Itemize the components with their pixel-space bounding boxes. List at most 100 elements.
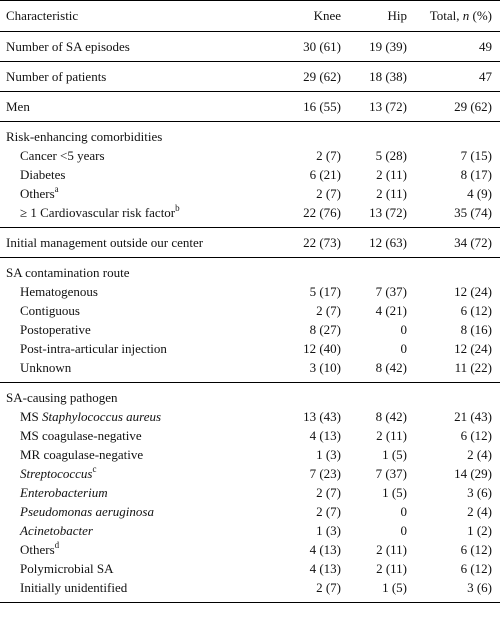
total-value: 49: [407, 31, 500, 62]
hip-value: 2 (11): [376, 428, 407, 443]
table-row: Initially unidentified 2 (7) 1 (5) 3 (6): [0, 578, 500, 603]
knee-value: 29 (62): [263, 61, 341, 92]
row-label: Initial management outside our center: [0, 227, 263, 258]
table-row: Othersd 4 (13) 2 (11) 6 (12): [0, 540, 500, 559]
row-label: Contiguous: [20, 303, 80, 318]
total-value: 11 (22): [454, 360, 492, 375]
section-title-row: Risk-enhancing comorbidities: [0, 121, 500, 146]
row-label: MS coagulase-negative: [20, 428, 142, 443]
row-label: Initially unidentified: [0, 578, 263, 603]
section-title: Risk-enhancing comorbidities: [0, 121, 500, 146]
characteristics-table: Characteristic Knee Hip Total, n (%) Num…: [0, 0, 500, 603]
hip-value: 12 (63): [341, 227, 407, 258]
hip-value: 1 (5): [341, 578, 407, 603]
knee-value: 1 (3): [316, 523, 341, 538]
row-label: ≥ 1 Cardiovascular risk factorb: [0, 203, 263, 228]
table-row: MS coagulase-negative 4 (13) 2 (11) 6 (1…: [0, 426, 500, 445]
section-title: SA-causing pathogen: [0, 382, 500, 407]
total-value: 8 (16): [460, 322, 492, 337]
table-row: ≥ 1 Cardiovascular risk factorb 22 (76) …: [0, 203, 500, 228]
hip-value: 8 (42): [375, 409, 407, 424]
row-label: Othersa: [0, 184, 263, 203]
knee-value: 7 (23): [309, 466, 341, 481]
hip-value: 7 (37): [375, 466, 407, 481]
knee-value: 4 (13): [309, 542, 341, 557]
table-row: MR coagulase-negative 1 (3) 1 (5) 2 (4): [0, 445, 500, 464]
row-label: Cancer <5 years: [20, 148, 105, 163]
table-row: Men 16 (55) 13 (72) 29 (62): [0, 91, 500, 122]
total-value: 6 (12): [460, 542, 492, 557]
table-row: Contiguous 2 (7) 4 (21) 6 (12): [0, 301, 500, 320]
hip-value: 0: [400, 523, 408, 538]
hip-value: 2 (11): [376, 542, 407, 557]
header-total: Total, n (%): [407, 0, 500, 32]
header-hip: Hip: [341, 0, 407, 32]
header-total-n: n: [462, 8, 470, 23]
total-value: 4 (9): [467, 186, 492, 201]
total-value: 6 (12): [460, 428, 492, 443]
row-label-text: Others: [20, 542, 55, 557]
table-row: MS Staphylococcus aureus 13 (43) 8 (42) …: [0, 407, 500, 426]
knee-value: 2 (7): [316, 485, 341, 500]
row-label: Post-intra-articular injection: [20, 341, 167, 356]
total-value: 1 (2): [467, 523, 492, 538]
knee-value: 2 (7): [316, 148, 341, 163]
footnote-marker: c: [92, 463, 97, 474]
knee-value: 12 (40): [303, 341, 341, 356]
hip-value: 1 (5): [382, 485, 407, 500]
row-label: Men: [0, 91, 263, 122]
row-label: MR coagulase-negative: [20, 447, 144, 462]
table-row: Pseudomonas aeruginosa 2 (7) 0 2 (4): [0, 502, 500, 521]
knee-value: 2 (7): [316, 504, 341, 519]
knee-value: 4 (13): [309, 428, 341, 443]
row-label-italic: Pseudomonas aeruginosa: [20, 504, 154, 519]
row-label: Acinetobacter: [0, 521, 263, 540]
table-header-row: Characteristic Knee Hip Total, n (%): [0, 0, 500, 32]
knee-value: 22 (73): [263, 227, 341, 258]
knee-value: 6 (21): [309, 167, 341, 182]
row-label: Number of SA episodes: [0, 31, 263, 62]
knee-value: 5 (17): [309, 284, 341, 299]
row-label-italic: Acinetobacter: [20, 523, 93, 538]
table-row: Polymicrobial SA 4 (13) 2 (11) 6 (12): [0, 559, 500, 578]
total-value: 14 (29): [454, 466, 492, 481]
table-row: Post-intra-articular injection 12 (40) 0…: [0, 339, 500, 358]
total-value: 29 (62): [407, 91, 500, 122]
row-label-prefix: MS: [20, 409, 43, 424]
total-value: 12 (24): [454, 341, 492, 356]
hip-value: 2 (11): [376, 167, 407, 182]
row-label: Unknown: [20, 360, 72, 375]
hip-value: 13 (72): [369, 205, 407, 220]
hip-value: 0: [400, 322, 408, 337]
header-total-prefix: Total,: [429, 8, 463, 23]
hip-value: 5 (28): [375, 148, 407, 163]
hip-value: 13 (72): [341, 91, 407, 122]
knee-value: 2 (7): [263, 578, 341, 603]
total-value: 2 (4): [467, 447, 492, 462]
knee-value: 2 (7): [316, 186, 341, 201]
row-label: Streptococcusc: [0, 464, 263, 483]
table-row: Number of SA episodes 30 (61) 19 (39) 49: [0, 31, 500, 62]
knee-value: 3 (10): [309, 360, 341, 375]
table-row: Cancer <5 years 2 (7) 5 (28) 7 (15): [0, 146, 500, 165]
total-value: 8 (17): [460, 167, 492, 182]
table-row: Postoperative 8 (27) 0 8 (16): [0, 320, 500, 339]
hip-value: 2 (11): [376, 186, 407, 201]
total-value: 6 (12): [460, 561, 492, 576]
knee-value: 13 (43): [303, 409, 341, 424]
knee-value: 16 (55): [263, 91, 341, 122]
table-row: Unknown 3 (10) 8 (42) 11 (22): [0, 358, 500, 383]
knee-value: 2 (7): [316, 303, 341, 318]
hip-value: 0: [400, 504, 408, 519]
total-value: 34 (72): [407, 227, 500, 258]
table-row: Hematogenous 5 (17) 7 (37) 12 (24): [0, 282, 500, 301]
hip-value: 1 (5): [382, 447, 407, 462]
row-label-italic: Staphylococcus aureus: [42, 409, 162, 424]
total-value: 3 (6): [407, 578, 500, 603]
row-label: Pseudomonas aeruginosa: [0, 502, 263, 521]
footnote-marker: d: [54, 539, 60, 550]
total-value: 2 (4): [467, 504, 492, 519]
footnote-marker: b: [175, 202, 180, 213]
row-label: Polymicrobial SA: [20, 561, 114, 576]
knee-value: 1 (3): [316, 447, 341, 462]
